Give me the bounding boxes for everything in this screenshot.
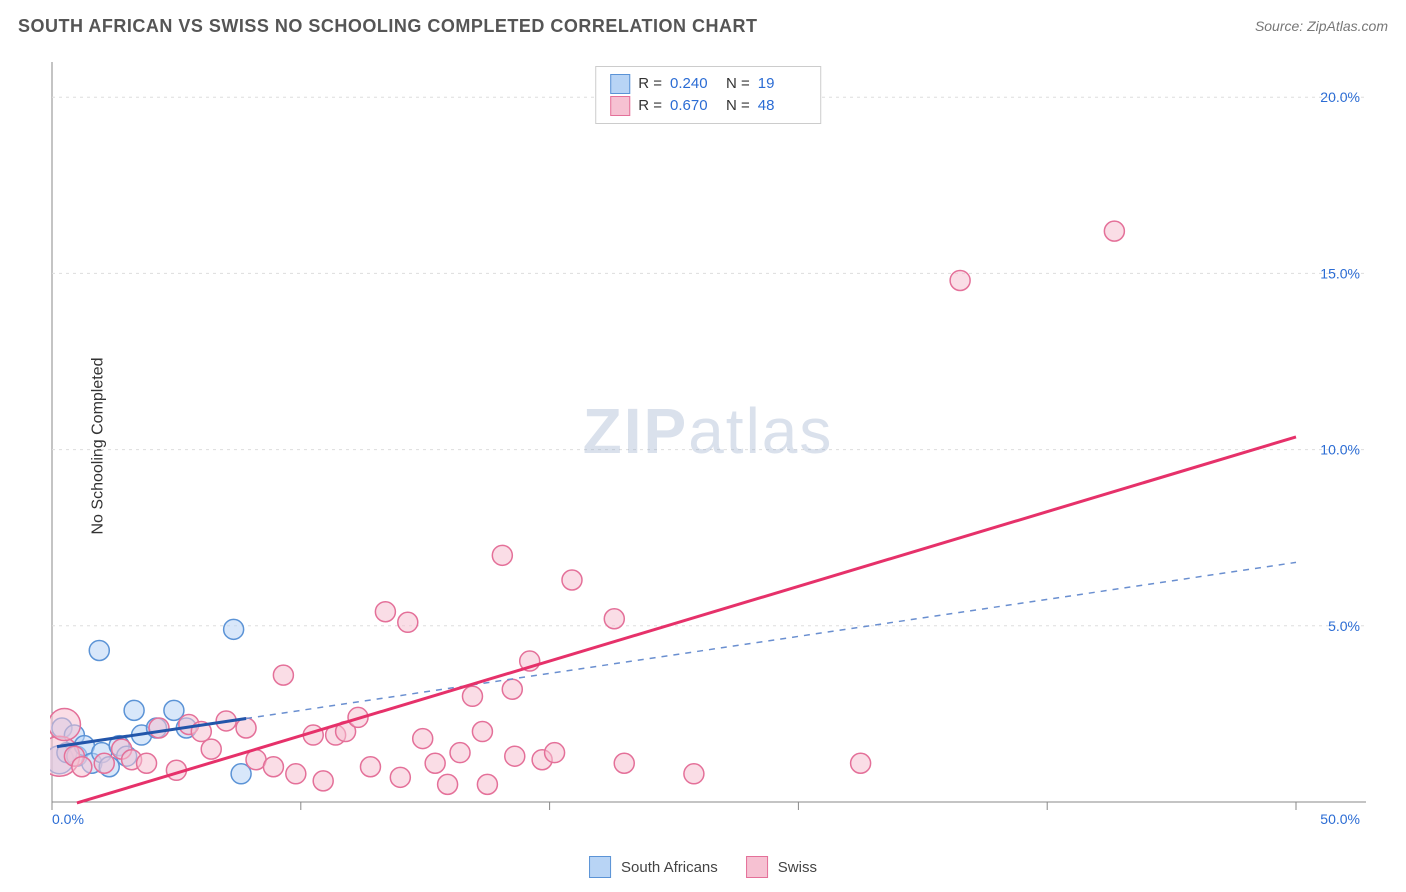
data-point xyxy=(72,757,92,777)
data-point xyxy=(273,665,293,685)
n-label: N = xyxy=(726,95,750,117)
legend-stats-row-sa: R = 0.240 N = 19 xyxy=(610,73,806,95)
r-label: R = xyxy=(638,95,662,117)
n-label: N = xyxy=(726,73,750,95)
chart-svg: 5.0% 10.0% 15.0% 20.0% 0.0% 50.0% xyxy=(50,60,1366,832)
legend-stats: R = 0.240 N = 19 R = 0.670 N = 48 xyxy=(595,66,821,124)
y-tick-label: 20.0% xyxy=(1320,89,1360,105)
data-point xyxy=(614,753,634,773)
data-point xyxy=(137,753,157,773)
swatch-swiss-icon xyxy=(746,856,768,878)
data-point xyxy=(124,700,144,720)
regression-line-swiss xyxy=(77,437,1296,803)
data-point xyxy=(50,708,80,740)
data-point xyxy=(425,753,445,773)
swatch-south-africans-icon xyxy=(589,856,611,878)
legend-label-south-africans: South Africans xyxy=(621,859,718,876)
swatch-south-africans xyxy=(610,74,630,94)
legend-stats-row-swiss: R = 0.670 N = 48 xyxy=(610,95,806,117)
n-value-swiss: 48 xyxy=(758,95,806,117)
data-point xyxy=(477,774,497,794)
r-value-swiss: 0.670 xyxy=(670,95,718,117)
legend-series: South Africans Swiss xyxy=(589,856,817,878)
data-point xyxy=(462,686,482,706)
source-value: ZipAtlas.com xyxy=(1307,18,1388,34)
data-point xyxy=(398,612,418,632)
legend-item-swiss: Swiss xyxy=(746,856,817,878)
data-point xyxy=(375,602,395,622)
legend-label-swiss: Swiss xyxy=(778,859,817,876)
data-point xyxy=(438,774,458,794)
data-point xyxy=(492,545,512,565)
data-point xyxy=(1104,221,1124,241)
legend-item-south-africans: South Africans xyxy=(589,856,718,878)
data-point xyxy=(950,270,970,290)
data-point xyxy=(390,767,410,787)
data-point xyxy=(94,753,114,773)
data-point xyxy=(545,743,565,763)
y-tick-label: 10.0% xyxy=(1320,442,1360,458)
data-point xyxy=(604,609,624,629)
r-value-sa: 0.240 xyxy=(670,73,718,95)
data-point xyxy=(851,753,871,773)
data-point xyxy=(684,764,704,784)
data-point xyxy=(149,718,169,738)
series-swiss xyxy=(50,221,1124,794)
data-point xyxy=(201,739,221,759)
n-value-sa: 19 xyxy=(758,73,806,95)
y-tick-label: 15.0% xyxy=(1320,265,1360,281)
x-tick-label: 50.0% xyxy=(1320,811,1360,827)
y-tick-label: 5.0% xyxy=(1328,618,1360,634)
source-label: Source: xyxy=(1255,18,1303,34)
chart-container: SOUTH AFRICAN VS SWISS NO SCHOOLING COMP… xyxy=(0,0,1406,892)
source-attribution: Source: ZipAtlas.com xyxy=(1255,18,1388,34)
data-point xyxy=(263,757,283,777)
plot-area: 5.0%10.0%15.0%20.0%0.0%50.0% ZIPatlas R … xyxy=(50,60,1366,832)
x-tick-label: 0.0% xyxy=(52,811,84,827)
data-point xyxy=(562,570,582,590)
data-point xyxy=(224,619,244,639)
data-point xyxy=(89,640,109,660)
data-point xyxy=(450,743,470,763)
data-point xyxy=(286,764,306,784)
data-point xyxy=(505,746,525,766)
chart-title: SOUTH AFRICAN VS SWISS NO SCHOOLING COMP… xyxy=(18,16,758,37)
data-point xyxy=(472,722,492,742)
data-point xyxy=(360,757,380,777)
r-label: R = xyxy=(638,73,662,95)
data-point xyxy=(413,729,433,749)
regression-extrapolation-south_africans xyxy=(246,562,1296,718)
swatch-swiss xyxy=(610,96,630,116)
data-point xyxy=(313,771,333,791)
data-point xyxy=(502,679,522,699)
